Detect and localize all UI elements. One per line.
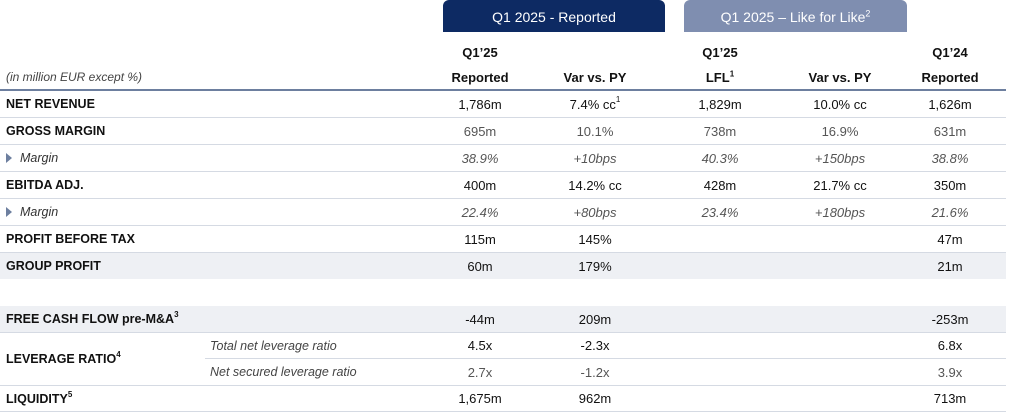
value-q1-24-reported: 21m <box>937 258 963 274</box>
value-var-reported: 14.2% cc <box>568 177 622 193</box>
value-q1-25-reported: 38.9% <box>461 150 499 166</box>
row-ebitda-margin-pct: Margin 22.4% +80bps 23.4% +180bps 21.6% <box>0 199 1006 226</box>
value-q1-25-reported: 1,675m <box>458 391 502 406</box>
col3-header-period: Q1’25 <box>702 45 738 60</box>
col3-footnote: 1 <box>729 69 735 79</box>
value-var-reported: +10bps <box>573 150 617 166</box>
row-label: Margin <box>6 145 58 171</box>
tab-lfl-footnote: 2 <box>865 8 871 19</box>
value-var-lfl: 21.7% cc <box>813 177 867 193</box>
value-q1-24-reported: 350m <box>933 177 967 193</box>
row-liquidity: LIQUIDITY 5 1,675m 962m 713m <box>0 386 1006 412</box>
subrow-label: Total net leverage ratio <box>210 338 337 353</box>
row-label-text: LEVERAGE RATIO <box>6 352 117 366</box>
value-q1-25-lfl: 1,829m <box>698 96 742 112</box>
tab-q1-2025-like-for-like: Q1 2025 – Like for Like2 <box>684 0 907 32</box>
value-q1-25-reported: 115m <box>464 231 496 247</box>
value-q1-25-reported: 60m <box>467 258 493 274</box>
value-var-reported: -2.3x <box>580 338 610 353</box>
value-q1-24-reported: 1,626m <box>928 96 972 112</box>
value-q1-25-reported: 695m <box>463 123 497 139</box>
value-q1-24-reported: 21.6% <box>931 204 969 220</box>
subrow-label: Net secured leverage ratio <box>210 365 357 379</box>
row-label-text: Margin <box>20 205 59 219</box>
col3-header-text: LFL <box>705 70 730 85</box>
value-q1-25-reported: -44m <box>465 311 495 327</box>
row-ebitda-adj: EBITDA ADJ. 400m 14.2% cc 428m 21.7% cc … <box>0 172 1006 199</box>
row-gross-margin: GROSS MARGIN 695m 10.1% 738m 16.9% 631m <box>0 118 1006 145</box>
unit-note: (in million EUR except %) <box>6 70 143 84</box>
tab-lfl-label: Q1 2025 – Like for Like <box>720 9 866 25</box>
row-net-revenue: NET REVENUE 1,786m 7.4% cc 1 1,829m 10.0%… <box>0 91 1006 118</box>
value-q1-25-lfl: 428m <box>703 177 737 193</box>
row-label: Margin <box>6 199 58 225</box>
value-var-reported: 962m <box>578 391 612 406</box>
value-q1-24-reported: -253m <box>931 311 969 327</box>
col2-header: Var vs. PY <box>563 70 627 85</box>
row-label: NET REVENUE <box>6 97 95 111</box>
value-var-reported: 7.4% cc 1 <box>569 95 621 112</box>
col1-header-type: Reported <box>451 70 509 85</box>
row-leverage-ratio: LEVERAGE RATIO 4 Total net leverage ratio… <box>0 333 1006 386</box>
value-q1-25-reported: 22.4% <box>461 204 499 220</box>
row-label: PROFIT BEFORE TAX <box>6 232 135 246</box>
value-var-reported: +80bps <box>573 204 617 220</box>
value-var-text: 7.4% cc <box>569 96 616 112</box>
col5-header-period: Q1’24 <box>932 45 968 60</box>
col3-header-type: LFL1 <box>670 70 770 85</box>
value-var-lfl: +150bps <box>814 150 866 166</box>
row-gross-margin-pct: Margin 38.9% +10bps 40.3% +150bps 38.8% <box>0 145 1006 172</box>
row-label: FREE CASH FLOW pre-M&A 3 <box>6 310 179 327</box>
tab-q1-2025-reported: Q1 2025 - Reported <box>443 0 665 32</box>
subrow-net-secured-leverage: Net secured leverage ratio 2.7x -1.2x 3.… <box>0 359 1006 385</box>
col1-header-period: Q1’25 <box>462 45 498 60</box>
value-var-reported: -1.2x <box>580 364 610 380</box>
value-q1-24-reported: 38.8% <box>931 150 969 166</box>
value-q1-25-reported: 4.5x <box>467 338 493 353</box>
col4-header: Var vs. PY <box>808 70 872 85</box>
value-var-reported: 179% <box>578 258 612 274</box>
value-q1-25-reported: 400m <box>463 177 497 193</box>
value-q1-25-reported: 1,786m <box>458 96 502 112</box>
value-q1-24-reported: 3.9x <box>937 364 963 380</box>
col5-header-type: Reported <box>921 70 979 85</box>
value-var-reported: 209m <box>578 311 612 327</box>
row-label-text: Margin <box>20 151 59 165</box>
value-var-reported: 10.1% <box>576 123 614 139</box>
row-label-text: FREE CASH FLOW pre-M&A <box>6 312 175 326</box>
value-q1-24-reported: 6.8x <box>937 338 963 353</box>
subrow-total-net-leverage: Total net leverage ratio 4.5x -2.3x 6.8x <box>0 333 1006 358</box>
value-var-reported: 145% <box>578 231 612 247</box>
header-divider <box>0 89 1006 91</box>
value-q1-25-lfl: 23.4% <box>701 204 739 220</box>
value-q1-24-reported: 713m <box>933 391 967 406</box>
triangle-bullet-icon <box>6 207 12 217</box>
value-q1-25-reported: 2.7x <box>467 364 493 380</box>
row-profit-before-tax: PROFIT BEFORE TAX 115m 145% 47m <box>0 226 1006 253</box>
value-q1-25-lfl: 40.3% <box>701 150 739 166</box>
value-var-lfl: +180bps <box>814 204 866 220</box>
row-label: LEVERAGE RATIO 4 <box>6 350 121 367</box>
value-q1-25-lfl: 738m <box>703 123 737 139</box>
value-var-lfl: 16.9% <box>821 123 859 139</box>
row-label: LIQUIDITY 5 <box>6 389 73 406</box>
row-label-text: LIQUIDITY <box>6 391 68 406</box>
row-label: GROSS MARGIN <box>6 124 106 138</box>
value-q1-24-reported: 631m <box>933 123 967 139</box>
tab-reported-label: Q1 2025 - Reported <box>492 9 616 25</box>
subrow-divider <box>205 358 1006 359</box>
row-group-profit: GROUP PROFIT 60m 179% 21m <box>0 253 1006 279</box>
value-q1-24-reported: 47m <box>937 231 963 247</box>
row-label: EBITDA ADJ. <box>6 178 84 192</box>
value-var-lfl: 10.0% cc <box>813 96 867 112</box>
row-label: GROUP PROFIT <box>6 259 101 273</box>
row-free-cash-flow: FREE CASH FLOW pre-M&A 3 -44m 209m -253m <box>0 306 1006 333</box>
triangle-bullet-icon <box>6 153 12 163</box>
